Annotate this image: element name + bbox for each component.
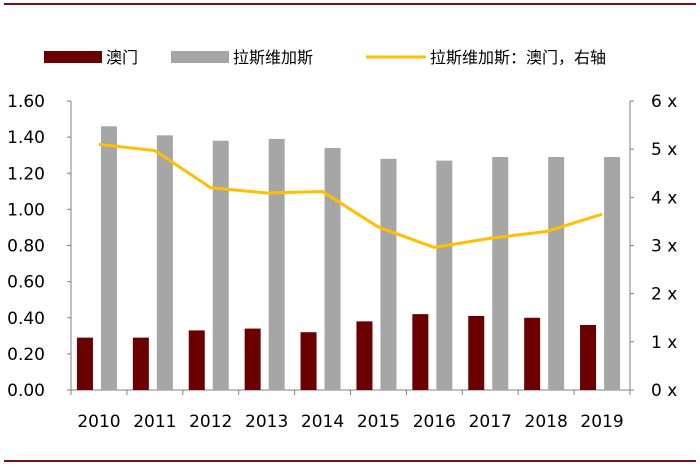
- bar-las-vegas: [436, 160, 453, 390]
- x-tick-label: 2012: [189, 412, 232, 432]
- left-tick-label: 0.40: [7, 309, 45, 329]
- bar-las-vegas: [380, 158, 397, 390]
- bar-las-vegas: [156, 135, 173, 390]
- bar-macau: [580, 324, 597, 390]
- x-tick-label: 2010: [77, 412, 120, 432]
- bar-macau: [356, 321, 373, 390]
- left-tick-label: 0.00: [7, 381, 45, 401]
- bar-las-vegas: [604, 156, 621, 390]
- right-tick-label: 1 x: [651, 333, 677, 353]
- bar-las-vegas: [100, 126, 117, 390]
- left-tick-label: 0.60: [7, 273, 45, 293]
- x-tick-label: 2017: [469, 412, 512, 432]
- x-tick-label: 2013: [245, 412, 288, 432]
- right-tick-label: 5 x: [651, 140, 677, 160]
- bottom-border-line: [4, 460, 696, 462]
- bar-las-vegas: [268, 138, 285, 390]
- right-tick-label: 0 x: [651, 381, 677, 401]
- x-tick-label: 2018: [525, 412, 568, 432]
- bar-macau: [188, 330, 205, 390]
- bar-macau: [132, 337, 149, 390]
- right-tick-label: 4 x: [651, 188, 677, 208]
- left-tick-label: 1.00: [7, 200, 45, 220]
- bar-las-vegas: [492, 156, 509, 390]
- bar-las-vegas: [212, 140, 229, 390]
- left-tick-label: 1.20: [7, 164, 45, 184]
- x-tick-label: 2011: [133, 412, 176, 432]
- bar-macau: [468, 315, 485, 390]
- line-ratio-series: [98, 142, 603, 249]
- x-tick-label: 2015: [357, 412, 400, 432]
- right-tick-label: 2 x: [651, 285, 677, 305]
- right-tick-label: 6 x: [651, 92, 677, 112]
- legend-label-ratio: 拉斯维加斯：澳门，右轴: [430, 48, 606, 67]
- bar-las-vegas: [548, 156, 565, 390]
- left-tick-label: 1.60: [7, 92, 45, 112]
- left-tick-label: 1.40: [7, 128, 45, 148]
- bar-macau: [300, 332, 317, 390]
- x-tick-label: 2016: [413, 412, 456, 432]
- x-tick-label: 2019: [580, 412, 623, 432]
- x-tick-label: 2014: [301, 412, 344, 432]
- legend-swatch-macau: [44, 51, 102, 63]
- bar-las-vegas: [324, 147, 341, 390]
- top-border-line: [4, 3, 696, 5]
- left-tick-label: 0.20: [7, 345, 45, 365]
- legend-label-las-vegas: 拉斯维加斯: [233, 48, 313, 67]
- right-tick-label: 3 x: [651, 237, 677, 257]
- bar-macau: [76, 337, 93, 390]
- bar-macau: [524, 317, 541, 390]
- bar-macau: [412, 314, 429, 390]
- legend-label-macau: 澳门: [106, 48, 138, 67]
- legend-swatch-las-vegas: [171, 51, 229, 63]
- left-tick-label: 0.80: [7, 237, 45, 257]
- bar-macau: [244, 328, 261, 390]
